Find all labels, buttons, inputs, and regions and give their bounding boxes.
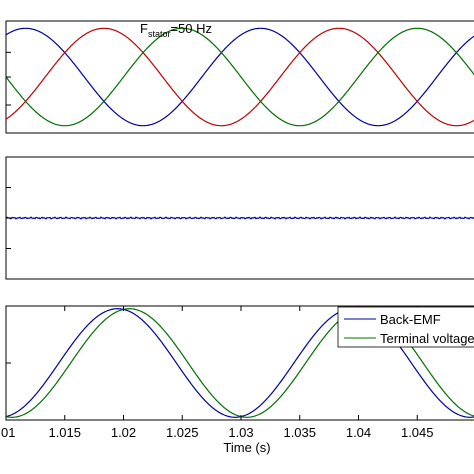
x-tick-label: 1.015: [48, 425, 81, 440]
legend-label-back-emf: Back-EMF: [380, 312, 441, 327]
middle-series-line-1: [5, 216, 474, 220]
middle-panel: [5, 156, 474, 280]
legend-label-terminal-voltage: Terminal voltage: [380, 331, 474, 346]
x-tick-label: 1.025: [166, 425, 199, 440]
middle-panel-series: [5, 216, 474, 220]
legend: Back-EMF Terminal voltage: [337, 306, 474, 348]
legend-box: [337, 306, 474, 348]
bottom-x-axis-ticks: 01 1.015 1.02 1.025 1.03 1.035 1.04 1.045: [1, 306, 434, 440]
x-tick-label: 1.04: [346, 425, 371, 440]
top-series-line-1: [5, 27, 474, 127]
top-panel-frame: [5, 20, 474, 134]
x-tick-label: 1.02: [111, 425, 136, 440]
x-tick-label: 1.035: [283, 425, 316, 440]
stator-frequency-annotation: Fstator=50 Hz: [140, 21, 212, 39]
top-series-line-3: [5, 27, 474, 127]
x-tick-label: 01: [1, 425, 15, 440]
bottom-panel: 01 1.015 1.02 1.025 1.03 1.035 1.04 1.045 Time …: [1, 305, 474, 455]
top-panel: Fstator=50 Hz: [5, 20, 474, 134]
top-panel-series: [5, 27, 474, 127]
x-tick-label: 1.045: [401, 425, 434, 440]
top-series-line-2: [5, 27, 474, 127]
x-axis-label: Time (s): [223, 440, 270, 455]
x-tick-label: 1.03: [228, 425, 253, 440]
